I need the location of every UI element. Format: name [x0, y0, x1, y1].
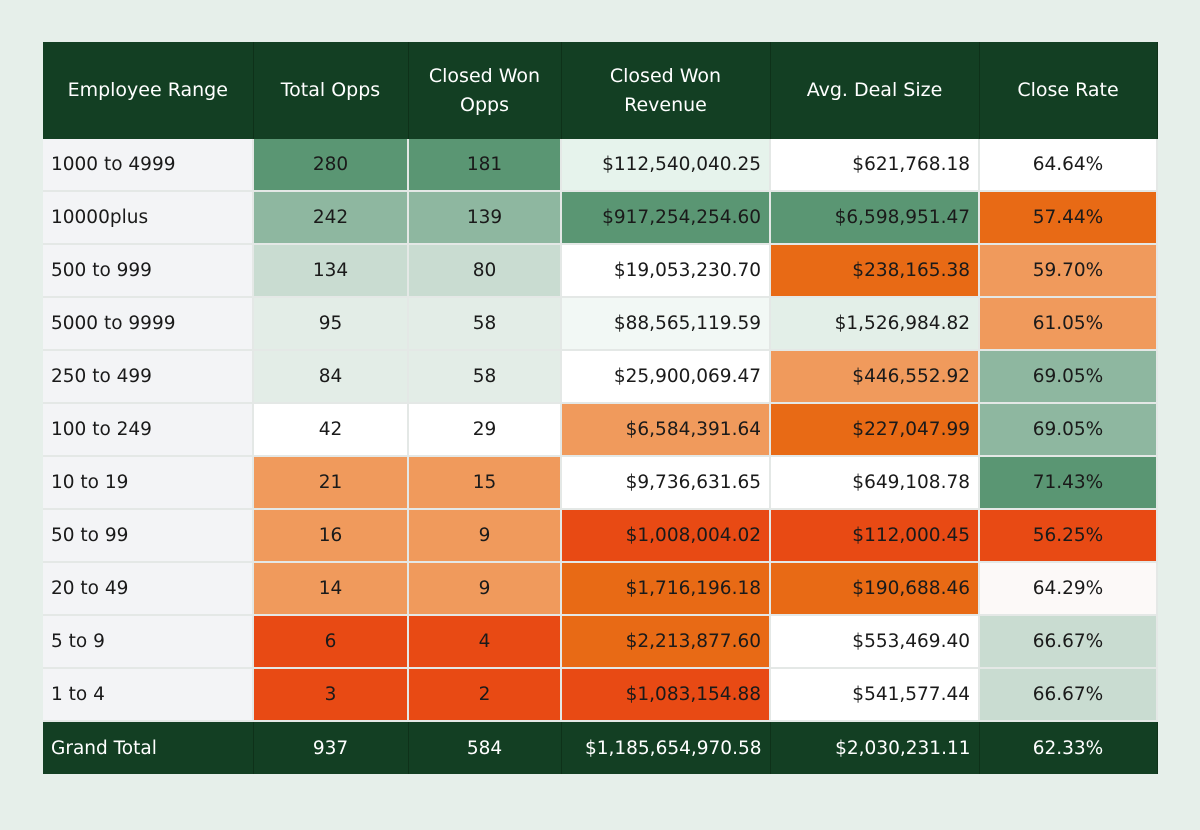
grand-total-avg-deal-size: $2,030,231.11	[770, 721, 980, 774]
cell-closed-won-opps: 15	[408, 456, 562, 510]
cell-employee-range: 5000 to 9999	[43, 297, 254, 351]
header-closed-won-opps: Closed Won Opps	[408, 42, 562, 139]
cell-close-rate: 57.44%	[979, 191, 1158, 245]
cell-avg-deal-size: $112,000.45	[770, 509, 980, 563]
table-row: 500 to 999 134 80 $19,053,230.70 $238,165.38…	[43, 244, 1158, 298]
grand-total-total-opps: 937	[253, 721, 409, 774]
cell-close-rate: 64.29%	[979, 562, 1158, 616]
cell-closed-won-revenue: $1,083,154.88	[561, 668, 771, 722]
grand-total-row: Grand Total 937 584 $1,185,654,970.58 $2…	[43, 721, 1158, 774]
cell-closed-won-revenue: $25,900,069.47	[561, 350, 771, 404]
cell-closed-won-revenue: $112,540,040.25	[561, 139, 771, 192]
table-row: 50 to 99 16 9 $1,008,004.02 $112,000.45 56.25…	[43, 509, 1158, 563]
table-row: 5000 to 9999 95 58 $88,565,119.59 $1,526,984…	[43, 297, 1158, 351]
cell-closed-won-revenue: $2,213,877.60	[561, 615, 771, 669]
cell-total-opps: 21	[253, 456, 409, 510]
cell-avg-deal-size: $541,577.44	[770, 668, 980, 722]
cell-avg-deal-size: $6,598,951.47	[770, 191, 980, 245]
table-row: 20 to 49 14 9 $1,716,196.18 $190,688.46 64.29…	[43, 562, 1158, 616]
header-employee-range: Employee Range	[43, 42, 254, 139]
cell-avg-deal-size: $190,688.46	[770, 562, 980, 616]
cell-employee-range: 1 to 4	[43, 668, 254, 722]
cell-total-opps: 42	[253, 403, 409, 457]
cell-close-rate: 61.05%	[979, 297, 1158, 351]
grand-total-close-rate: 62.33%	[979, 721, 1158, 774]
table-row: 250 to 499 84 58 $25,900,069.47 $446,552.92 6…	[43, 350, 1158, 404]
grand-total-label: Grand Total	[43, 721, 254, 774]
cell-avg-deal-size: $446,552.92	[770, 350, 980, 404]
cell-avg-deal-size: $227,047.99	[770, 403, 980, 457]
cell-total-opps: 280	[253, 139, 409, 192]
table-row: 1000 to 4999 280 181 $112,540,040.25 $621,76…	[43, 139, 1158, 192]
cell-employee-range: 50 to 99	[43, 509, 254, 563]
grand-total-closed-won-opps: 584	[408, 721, 562, 774]
cell-closed-won-opps: 58	[408, 297, 562, 351]
cell-closed-won-revenue: $1,716,196.18	[561, 562, 771, 616]
cell-employee-range: 250 to 499	[43, 350, 254, 404]
cell-closed-won-revenue: $1,008,004.02	[561, 509, 771, 563]
cell-closed-won-opps: 9	[408, 562, 562, 616]
cell-close-rate: 56.25%	[979, 509, 1158, 563]
cell-employee-range: 10 to 19	[43, 456, 254, 510]
cell-avg-deal-size: $621,768.18	[770, 139, 980, 192]
cell-closed-won-opps: 29	[408, 403, 562, 457]
cell-close-rate: 66.67%	[979, 615, 1158, 669]
cell-employee-range: 100 to 249	[43, 403, 254, 457]
cell-avg-deal-size: $649,108.78	[770, 456, 980, 510]
cell-avg-deal-size: $1,526,984.82	[770, 297, 980, 351]
table-row: 1 to 4 3 2 $1,083,154.88 $541,577.44 66.67%	[43, 668, 1158, 722]
cell-total-opps: 6	[253, 615, 409, 669]
cell-total-opps: 95	[253, 297, 409, 351]
table-body: 1000 to 4999 280 181 $112,540,040.25 $621,76…	[43, 139, 1158, 722]
cell-employee-range: 20 to 49	[43, 562, 254, 616]
cell-close-rate: 71.43%	[979, 456, 1158, 510]
cell-closed-won-opps: 139	[408, 191, 562, 245]
grand-total-closed-won-revenue: $1,185,654,970.58	[561, 721, 771, 774]
cell-total-opps: 16	[253, 509, 409, 563]
cell-total-opps: 242	[253, 191, 409, 245]
cell-total-opps: 84	[253, 350, 409, 404]
cell-closed-won-revenue: $6,584,391.64	[561, 403, 771, 457]
cell-closed-won-revenue: $19,053,230.70	[561, 244, 771, 298]
heatmap-table: Employee Range Total Opps Closed Won Opp…	[43, 42, 1158, 774]
cell-closed-won-revenue: $9,736,631.65	[561, 456, 771, 510]
cell-closed-won-opps: 2	[408, 668, 562, 722]
cell-employee-range: 10000plus	[43, 191, 254, 245]
header-close-rate: Close Rate	[979, 42, 1158, 139]
cell-avg-deal-size: $238,165.38	[770, 244, 980, 298]
header-row: Employee Range Total Opps Closed Won Opp…	[43, 42, 1158, 139]
cell-total-opps: 14	[253, 562, 409, 616]
cell-closed-won-opps: 4	[408, 615, 562, 669]
cell-employee-range: 5 to 9	[43, 615, 254, 669]
cell-closed-won-opps: 80	[408, 244, 562, 298]
table-row: 5 to 9 6 4 $2,213,877.60 $553,469.40 66.67%	[43, 615, 1158, 669]
cell-closed-won-opps: 58	[408, 350, 562, 404]
cell-close-rate: 64.64%	[979, 139, 1158, 192]
cell-avg-deal-size: $553,469.40	[770, 615, 980, 669]
table-row: 10000plus 242 139 $917,254,254.60 $6,598,951…	[43, 191, 1158, 245]
cell-close-rate: 69.05%	[979, 350, 1158, 404]
cell-total-opps: 3	[253, 668, 409, 722]
cell-closed-won-revenue: $917,254,254.60	[561, 191, 771, 245]
header-closed-won-revenue: Closed Won Revenue	[561, 42, 771, 139]
cell-employee-range: 500 to 999	[43, 244, 254, 298]
cell-closed-won-revenue: $88,565,119.59	[561, 297, 771, 351]
table-row: 100 to 249 42 29 $6,584,391.64 $227,047.99 69…	[43, 403, 1158, 457]
table-row: 10 to 19 21 15 $9,736,631.65 $649,108.78 71.4…	[43, 456, 1158, 510]
cell-close-rate: 69.05%	[979, 403, 1158, 457]
cell-closed-won-opps: 181	[408, 139, 562, 192]
cell-closed-won-opps: 9	[408, 509, 562, 563]
cell-employee-range: 1000 to 4999	[43, 139, 254, 192]
header-avg-deal-size: Avg. Deal Size	[770, 42, 980, 139]
header-total-opps: Total Opps	[253, 42, 409, 139]
cell-close-rate: 66.67%	[979, 668, 1158, 722]
cell-total-opps: 134	[253, 244, 409, 298]
heatmap-table-container: Employee Range Total Opps Closed Won Opp…	[43, 42, 1158, 774]
cell-close-rate: 59.70%	[979, 244, 1158, 298]
